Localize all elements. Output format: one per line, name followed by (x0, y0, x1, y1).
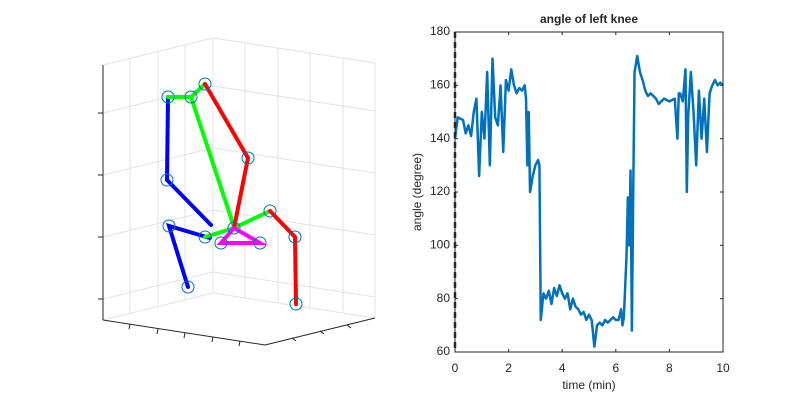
x-tick-label: 4 (559, 361, 566, 375)
axes-3d (98, 65, 376, 347)
x-tick-label: 0 (452, 361, 459, 375)
grid-3d (102, 37, 376, 321)
y-tick-label: 140 (430, 131, 450, 145)
y-tick-label: 100 (430, 238, 450, 252)
x-tick-label: 10 (716, 361, 730, 375)
y-tick-label: 120 (430, 184, 450, 198)
joints (160, 77, 303, 311)
y-tick-label: 180 (430, 24, 450, 38)
y-tick-label: 60 (437, 344, 451, 358)
plot-area (455, 32, 723, 352)
x-axis-label: time (min) (562, 378, 615, 392)
x-tick-label: 2 (505, 361, 512, 375)
line-series (453, 54, 724, 348)
y-tick-label: 160 (430, 78, 450, 92)
axes-box (454, 31, 724, 353)
x-tick-label: 6 (612, 361, 619, 375)
x-tick-label: 8 (666, 361, 673, 375)
chart-title: angle of left knee (540, 12, 638, 26)
bones (164, 82, 298, 306)
y-tick-label: 80 (437, 291, 451, 305)
skeleton-3d (98, 37, 376, 347)
y-axis-label: angle (degree) (410, 153, 424, 231)
